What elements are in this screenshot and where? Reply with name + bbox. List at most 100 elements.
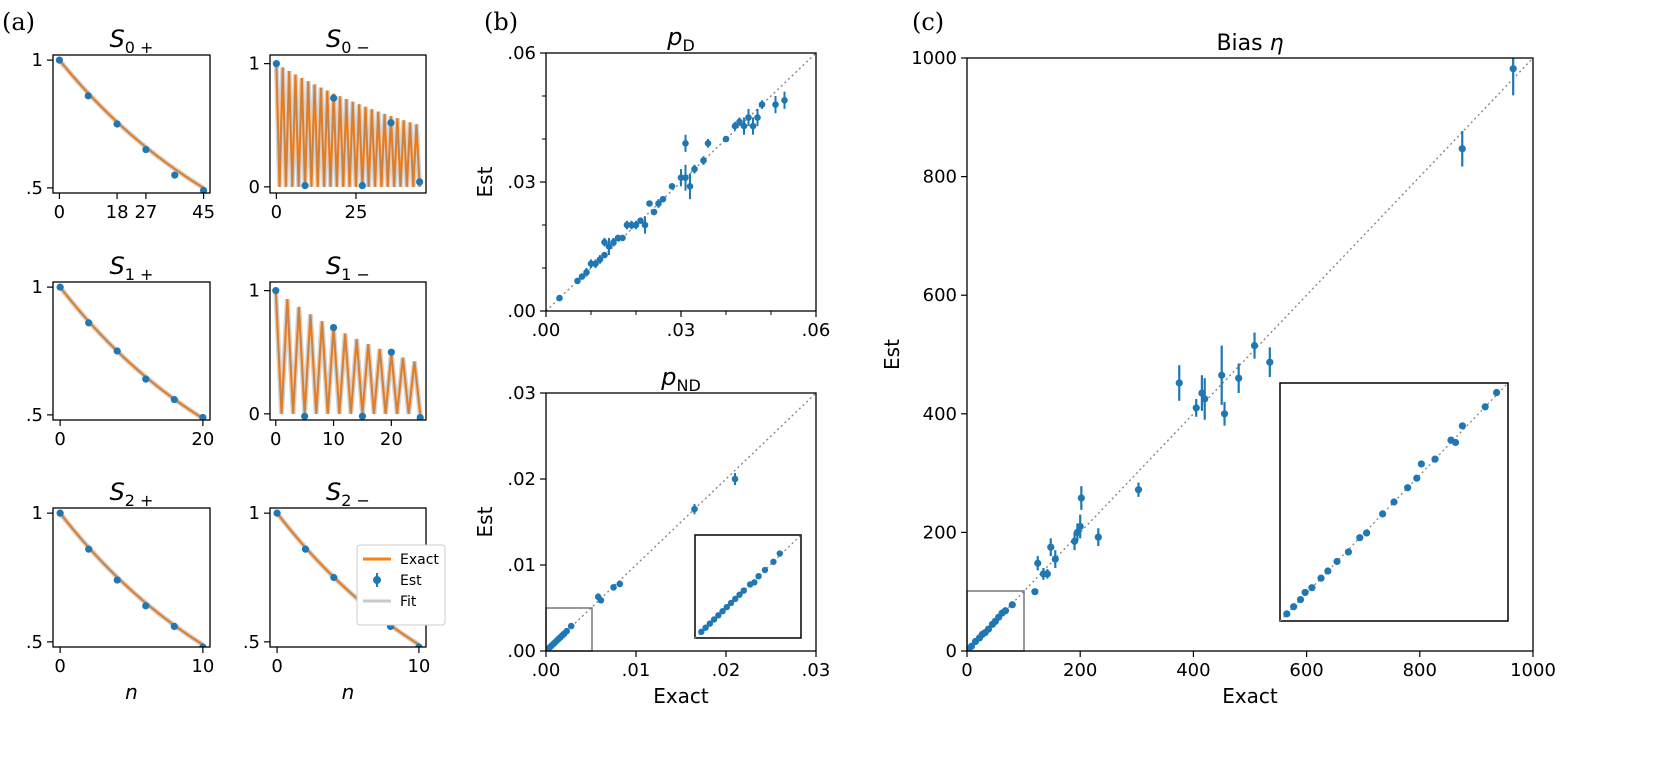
plot-area (56, 283, 207, 420)
inset-point (719, 608, 726, 615)
est-point (722, 135, 730, 143)
est-point (415, 643, 423, 647)
x-tick-label: 20 (191, 429, 214, 450)
est-point (1192, 404, 1200, 412)
est-point (416, 178, 424, 186)
inset-point (770, 558, 777, 565)
est-point (329, 323, 338, 332)
est-point (592, 260, 599, 268)
est-point (358, 182, 366, 190)
est-point (583, 269, 590, 276)
est-point (1201, 395, 1209, 403)
exact-curve (59, 512, 204, 646)
y-tick-label: .5 (243, 632, 260, 653)
est-point (1094, 533, 1102, 541)
y-tick-label: .5 (26, 632, 43, 653)
est-point (273, 509, 281, 517)
est-point (754, 114, 761, 121)
panel-label-c: (c) (912, 8, 944, 36)
inset-point (715, 612, 722, 619)
est-point (686, 183, 694, 190)
x-tick-label: 0 (271, 202, 282, 223)
est-point (1220, 410, 1229, 418)
est-point (556, 294, 563, 302)
chart-s2-minus: S2 − 0 10 .5 1 n (243, 478, 431, 704)
est-point (142, 145, 150, 154)
inset-point (1333, 557, 1341, 566)
est-point (56, 283, 64, 291)
y-tick-label: 1 (32, 503, 43, 524)
x-tick-label: 27 (134, 202, 157, 223)
inset-point (740, 587, 747, 594)
est-point (1043, 570, 1051, 578)
x-tick-label: 25 (345, 202, 368, 223)
chart-title: pND (660, 363, 701, 395)
inset-point (1356, 534, 1364, 542)
inset-point (710, 616, 718, 623)
est-point (605, 243, 613, 250)
inset-axes (694, 534, 802, 639)
est-point (84, 92, 92, 100)
inset-point (1308, 584, 1316, 592)
chart-s1-minus: S1 − 0 10 20 0 1 (249, 252, 427, 450)
fit-overlay-curve (58, 59, 204, 189)
y-tick-label: 1 (249, 54, 260, 75)
est-point (1250, 342, 1259, 350)
y-tick-label: 0 (946, 641, 957, 662)
est-point (1134, 486, 1143, 494)
inset-point (1481, 403, 1489, 411)
fit-overlay-curve (275, 290, 421, 414)
est-point (1235, 374, 1243, 382)
legend-fit-label: Fit (400, 594, 417, 610)
fit-curve (58, 511, 205, 647)
chart-title: S1 − (326, 252, 370, 284)
chart-title: S0 − (326, 25, 370, 57)
est-point (682, 140, 689, 147)
x-tick-label: 18 (106, 202, 129, 223)
est-point (610, 238, 617, 246)
axes-frame (52, 54, 211, 194)
est-point (682, 174, 689, 181)
y-tick-label: .02 (507, 469, 536, 490)
legend-box (356, 544, 446, 626)
axes-frame (52, 507, 211, 648)
chart-title: S2 + (110, 478, 154, 510)
y-tick-label: .00 (507, 301, 536, 322)
est-point (330, 94, 338, 102)
plot-area (55, 56, 208, 193)
est-point (1031, 588, 1039, 596)
est-point (113, 347, 121, 355)
x-tick-label: 10 (191, 656, 214, 677)
exact-curve (59, 286, 204, 420)
inset-point (1324, 567, 1332, 575)
est-point (700, 157, 707, 164)
est-point (301, 412, 309, 420)
y-tick-label: 1 (32, 277, 43, 298)
y-axis-label: Est (880, 339, 904, 370)
inset-point (736, 591, 743, 598)
inset-point (727, 599, 735, 607)
est-point (85, 319, 93, 327)
est-point (1076, 522, 1084, 531)
fit-overlay-curve (59, 512, 204, 646)
inset-point (761, 566, 769, 574)
est-point (1218, 371, 1226, 379)
chart-p-nd: pND .00 .01 .02 .03 .00 .01 .02 .03 Exact Est (473, 363, 830, 708)
est-point (731, 122, 739, 130)
est-point (387, 348, 395, 356)
inset-point (751, 579, 758, 586)
est-point (85, 545, 93, 553)
plot-area (967, 58, 1533, 651)
inset-point (1417, 460, 1425, 468)
legend: Exact Est Fit (356, 544, 446, 626)
x-tick-label: .03 (802, 660, 831, 681)
y-tick-label: 800 (923, 167, 957, 188)
axes-frame (269, 54, 427, 194)
x-axis-label: n (342, 680, 355, 704)
x-tick-label: 20 (380, 429, 403, 450)
est-point (1051, 555, 1059, 563)
est-point (646, 200, 653, 207)
panel-label-b: (b) (484, 8, 518, 36)
y-tick-label: .5 (26, 405, 43, 426)
y-tick-label: 1 (249, 281, 260, 302)
